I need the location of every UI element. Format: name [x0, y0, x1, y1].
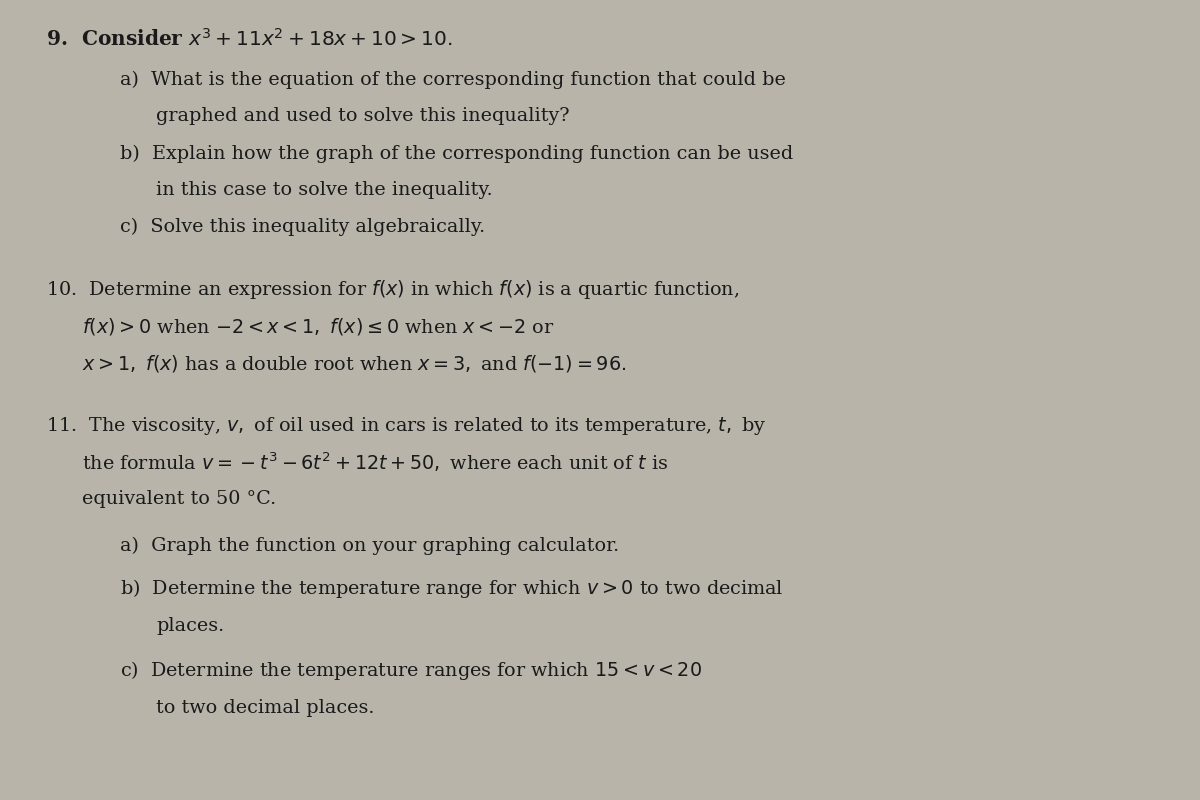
- Text: to two decimal places.: to two decimal places.: [156, 699, 374, 717]
- Text: 9.  Consider $x^3 + 11x^2 + 18x + 10 > 10.$: 9. Consider $x^3 + 11x^2 + 18x + 10 > 10…: [46, 27, 452, 50]
- Text: a)  What is the equation of the corresponding function that could be: a) What is the equation of the correspon…: [120, 71, 786, 89]
- Text: 11.  The viscosity, $v,$ of oil used in cars is related to its temperature, $t,$: 11. The viscosity, $v,$ of oil used in c…: [46, 414, 766, 437]
- Text: b)  Determine the temperature range for which $v > 0$ to two decimal: b) Determine the temperature range for w…: [120, 577, 784, 599]
- Text: c)  Solve this inequality algebraically.: c) Solve this inequality algebraically.: [120, 218, 485, 236]
- Text: b)  Explain how the graph of the corresponding function can be used: b) Explain how the graph of the correspo…: [120, 145, 793, 162]
- Text: $x > 1,$ $f(x)$ has a double root when $x = 3,$ and $f(-1) = 96.$: $x > 1,$ $f(x)$ has a double root when $…: [82, 353, 626, 374]
- Text: equivalent to 50 °C.: equivalent to 50 °C.: [82, 490, 276, 508]
- Text: c)  Determine the temperature ranges for which $15 < v < 20$: c) Determine the temperature ranges for …: [120, 659, 702, 682]
- Text: the formula $v = -t^3 - 6t^2 + 12t + 50,$ where each unit of $t$ is: the formula $v = -t^3 - 6t^2 + 12t + 50,…: [82, 450, 667, 474]
- Text: places.: places.: [156, 617, 224, 634]
- Text: 10.  Determine an expression for $f(x)$ in which $f(x)$ is a quartic function,: 10. Determine an expression for $f(x)$ i…: [46, 278, 739, 301]
- Text: $f(x) > 0$ when $-2 < x < 1,$ $f(x) \leq 0$ when $x < -2$ or: $f(x) > 0$ when $-2 < x < 1,$ $f(x) \leq…: [82, 316, 554, 337]
- Text: in this case to solve the inequality.: in this case to solve the inequality.: [156, 182, 493, 199]
- Text: graphed and used to solve this inequality?: graphed and used to solve this inequalit…: [156, 107, 570, 125]
- Text: a)  Graph the function on your graphing calculator.: a) Graph the function on your graphing c…: [120, 537, 619, 554]
